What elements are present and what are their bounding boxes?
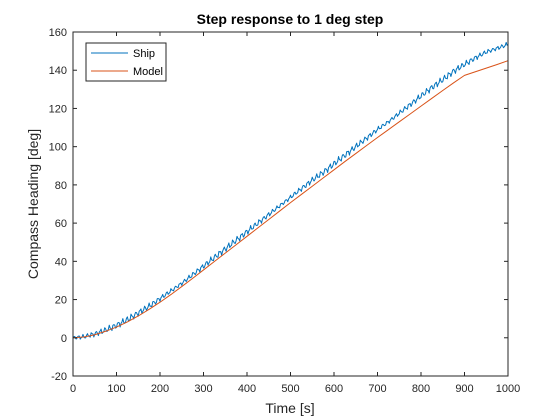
y-tick-label: 20 <box>55 295 67 307</box>
y-tick-label: 160 <box>49 27 67 39</box>
x-tick-label: 1000 <box>496 383 520 395</box>
y-axis-label: Compass Heading [deg] <box>25 129 41 279</box>
x-tick-label: 800 <box>412 383 430 395</box>
legend-box <box>85 42 167 82</box>
series-line-ship <box>72 41 509 340</box>
chart-title: Step response to 1 deg step <box>197 11 384 27</box>
y-tick-label: 60 <box>55 218 67 230</box>
legend: Ship Model <box>85 42 167 82</box>
y-tick-label: -20 <box>51 371 67 383</box>
x-tick-label: 600 <box>325 383 343 395</box>
plot-area <box>73 32 508 376</box>
x-axis-label: Time [s] <box>265 400 314 416</box>
y-tick-label: 40 <box>55 256 67 268</box>
axes-layer: 0 100 200 300 400 500 600 700 800 900 1000-2002040… <box>49 27 521 395</box>
y-tick-label: 120 <box>49 103 67 115</box>
x-tick-label: 100 <box>107 383 125 395</box>
y-tick-label: 0 <box>61 333 67 345</box>
legend-label-ship: Ship <box>133 48 155 60</box>
y-tick-label: 100 <box>49 142 67 154</box>
x-tick-label: 200 <box>151 383 169 395</box>
x-tick-label: 700 <box>368 383 386 395</box>
x-tick-label: 0 <box>70 383 76 395</box>
x-tick-label: 900 <box>455 383 473 395</box>
x-tick-label: 300 <box>194 383 212 395</box>
series-layer <box>72 41 509 340</box>
x-tick-label: 400 <box>238 383 256 395</box>
series-line-model <box>72 60 509 339</box>
y-tick-label: 140 <box>49 65 67 77</box>
y-tick-label: 80 <box>55 180 67 192</box>
legend-label-model: Model <box>133 66 163 78</box>
x-tick-label: 500 <box>281 383 299 395</box>
